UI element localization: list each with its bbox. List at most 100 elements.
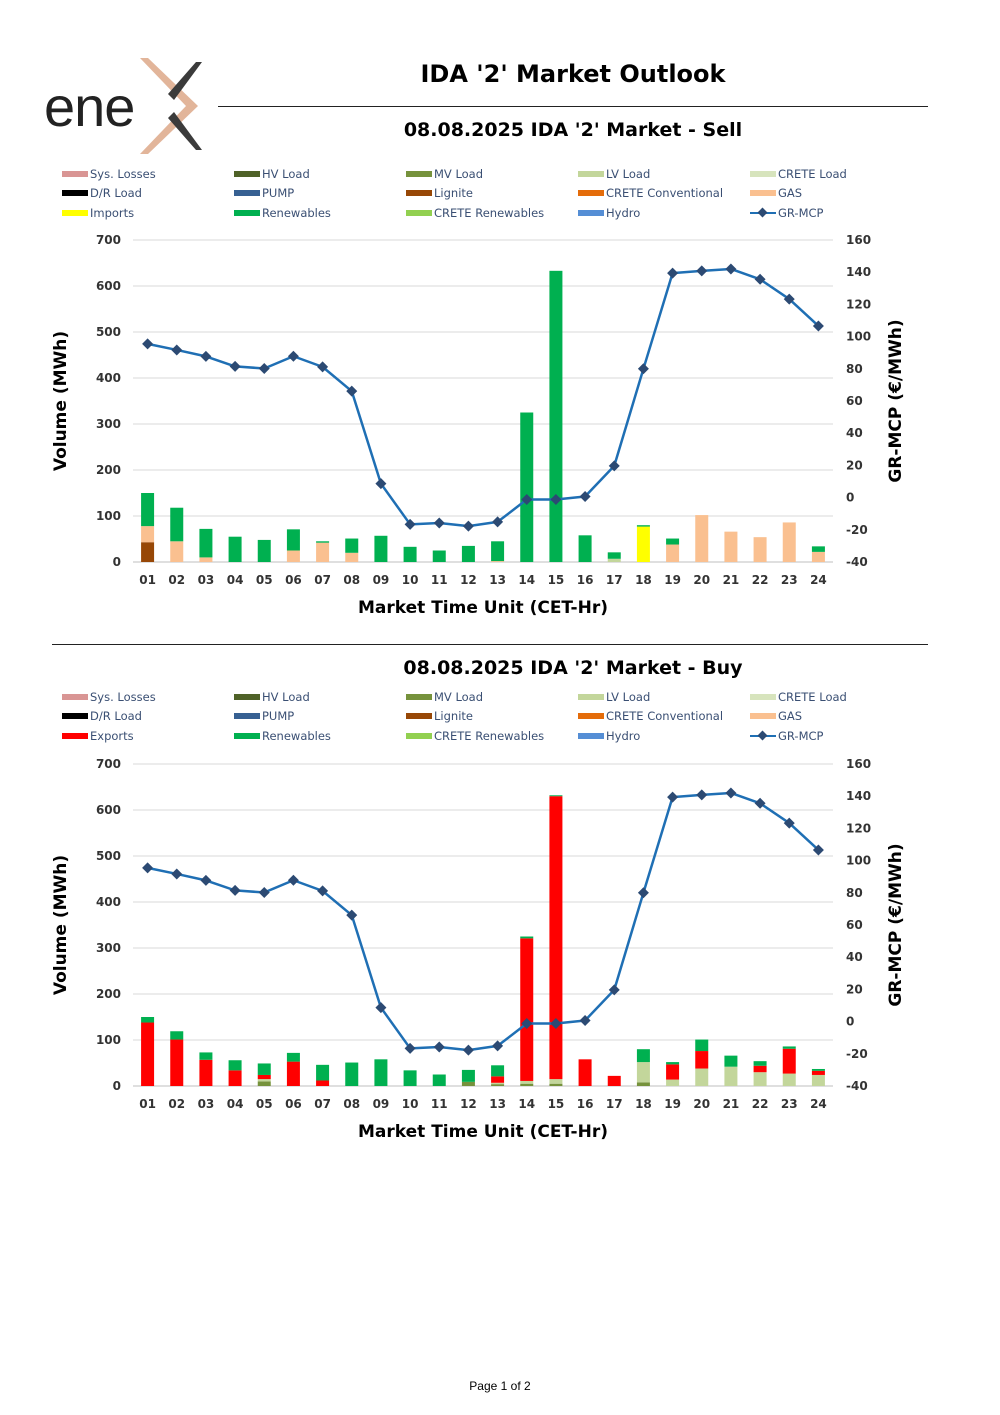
legend-item-pump: PUMP xyxy=(234,184,406,204)
legend-item-mv-load: MV Load xyxy=(406,687,578,707)
gr-mcp-point-08 xyxy=(346,909,358,921)
legend-label: CRETE Load xyxy=(778,166,847,181)
gr-mcp-point-23 xyxy=(783,293,795,305)
bar-exports-04 xyxy=(228,1070,242,1086)
sell-chart: 0100200300400500600700-40-20020406080100… xyxy=(51,233,906,618)
legend-swatch xyxy=(578,713,604,720)
bar-renewables-13 xyxy=(491,541,505,562)
gr-mcp-point-19 xyxy=(667,267,679,279)
bar-renewables-02 xyxy=(170,1031,184,1040)
x-tick-label: 24 xyxy=(810,573,827,587)
legend-label: HV Load xyxy=(262,689,310,704)
bar-gas-19 xyxy=(666,544,680,562)
x-tick-label: 09 xyxy=(373,1097,390,1111)
gr-mcp-point-02 xyxy=(171,868,183,880)
bar-renewables-16 xyxy=(578,535,592,562)
x-tick-label: 18 xyxy=(635,1097,652,1111)
y-tick-label: 600 xyxy=(96,279,121,293)
gr-mcp-point-04 xyxy=(229,884,241,896)
y2-tick-label: 160 xyxy=(846,233,871,247)
y-tick-label: 0 xyxy=(113,1079,121,1093)
y-tick-label: 100 xyxy=(96,1033,121,1047)
bar-renewables-19 xyxy=(666,538,680,545)
bar-exports-23 xyxy=(782,1048,796,1074)
x-tick-label: 20 xyxy=(693,1097,710,1111)
bar-renewables-23 xyxy=(782,1046,796,1049)
x-tick-label: 08 xyxy=(343,1097,360,1111)
y2-tick-label: 120 xyxy=(846,821,871,835)
bar-renewables-11 xyxy=(432,1074,446,1086)
legend-label: MV Load xyxy=(434,166,484,181)
legend-swatch xyxy=(578,732,604,739)
gr-mcp-point-11 xyxy=(433,1041,445,1053)
bar-renewables-04 xyxy=(228,1060,242,1071)
bar-renewables-12 xyxy=(461,545,475,562)
bar-renewables-01 xyxy=(141,1017,155,1023)
gr-mcp-point-18 xyxy=(637,363,649,375)
bar-lv-load-14 xyxy=(520,1080,534,1084)
legend-swatch xyxy=(62,209,88,216)
bar-mv-load-13 xyxy=(491,1084,505,1086)
legend-item-renewables: Renewables xyxy=(234,726,406,746)
legend-swatch xyxy=(406,170,432,177)
legend-label: GAS xyxy=(778,186,803,201)
legend-swatch xyxy=(62,732,88,739)
bar-mv-load-14 xyxy=(520,1083,534,1086)
legend-label: Renewables xyxy=(262,205,331,220)
bar-renewables-05 xyxy=(257,1063,271,1075)
legend-label: Sys. Losses xyxy=(90,689,156,704)
y2-tick-label: -20 xyxy=(846,523,868,537)
bar-gas-21 xyxy=(724,531,738,562)
legend-item-crete-renewables: CRETE Renewables xyxy=(406,726,578,746)
bar-gas-23 xyxy=(782,522,796,562)
bar-exports-15 xyxy=(549,796,563,1080)
gr-mcp-point-20 xyxy=(696,789,708,801)
y2-tick-label: 40 xyxy=(846,426,863,440)
gr-mcp-point-01 xyxy=(142,862,154,874)
bar-renewables-04 xyxy=(228,536,242,562)
gr-mcp-point-23 xyxy=(783,817,795,829)
y2-tick-label: -40 xyxy=(846,1079,868,1093)
y-tick-label: 0 xyxy=(113,555,121,569)
y2-tick-label: 40 xyxy=(846,950,863,964)
legend-swatch xyxy=(62,190,88,197)
x-tick-label: 11 xyxy=(431,1097,448,1111)
legend-item-renewables: Renewables xyxy=(234,203,406,223)
y2-tick-label: 60 xyxy=(846,918,863,932)
section-divider xyxy=(52,644,928,645)
gr-mcp-point-22 xyxy=(754,273,766,285)
bar-renewables-10 xyxy=(403,546,417,562)
y2-tick-label: 20 xyxy=(846,982,863,996)
bar-renewables-03 xyxy=(199,1052,213,1060)
y-tick-label: 300 xyxy=(96,417,121,431)
legend-label: CRETE Renewables xyxy=(434,728,545,743)
gr-mcp-point-06 xyxy=(287,874,299,886)
gr-mcp-point-05 xyxy=(258,886,270,898)
legend-swatch xyxy=(234,170,260,177)
gr-mcp-point-21 xyxy=(725,263,737,275)
legend-label: PUMP xyxy=(262,709,295,724)
x-tick-label: 18 xyxy=(635,573,652,587)
legend-label: Hydro xyxy=(606,205,641,220)
gr-mcp-point-15 xyxy=(550,1018,562,1030)
gr-mcp-point-13 xyxy=(492,1040,504,1052)
legend-item-lignite: Lignite xyxy=(406,707,578,727)
legend-swatch xyxy=(750,208,776,218)
x-tick-label: 19 xyxy=(664,573,681,587)
y-tick-label: 600 xyxy=(96,803,121,817)
x-tick-label: 23 xyxy=(781,573,798,587)
gr-mcp-point-05 xyxy=(258,362,270,374)
x-tick-label: 01 xyxy=(139,573,156,587)
x-tick-label: 22 xyxy=(752,573,769,587)
bar-renewables-06 xyxy=(286,1052,300,1062)
gr-mcp-line xyxy=(147,791,820,1052)
legend-label: PUMP xyxy=(262,186,295,201)
x-tick-label: 04 xyxy=(227,1097,244,1111)
bar-renewables-01 xyxy=(141,493,155,527)
legend-label: Lignite xyxy=(434,186,473,201)
logo-text: ene xyxy=(44,75,135,138)
y2-tick-label: 20 xyxy=(846,458,863,472)
bar-renewables-24 xyxy=(811,1068,825,1071)
x-tick-label: 16 xyxy=(577,1097,594,1111)
x-tick-label: 04 xyxy=(227,573,244,587)
